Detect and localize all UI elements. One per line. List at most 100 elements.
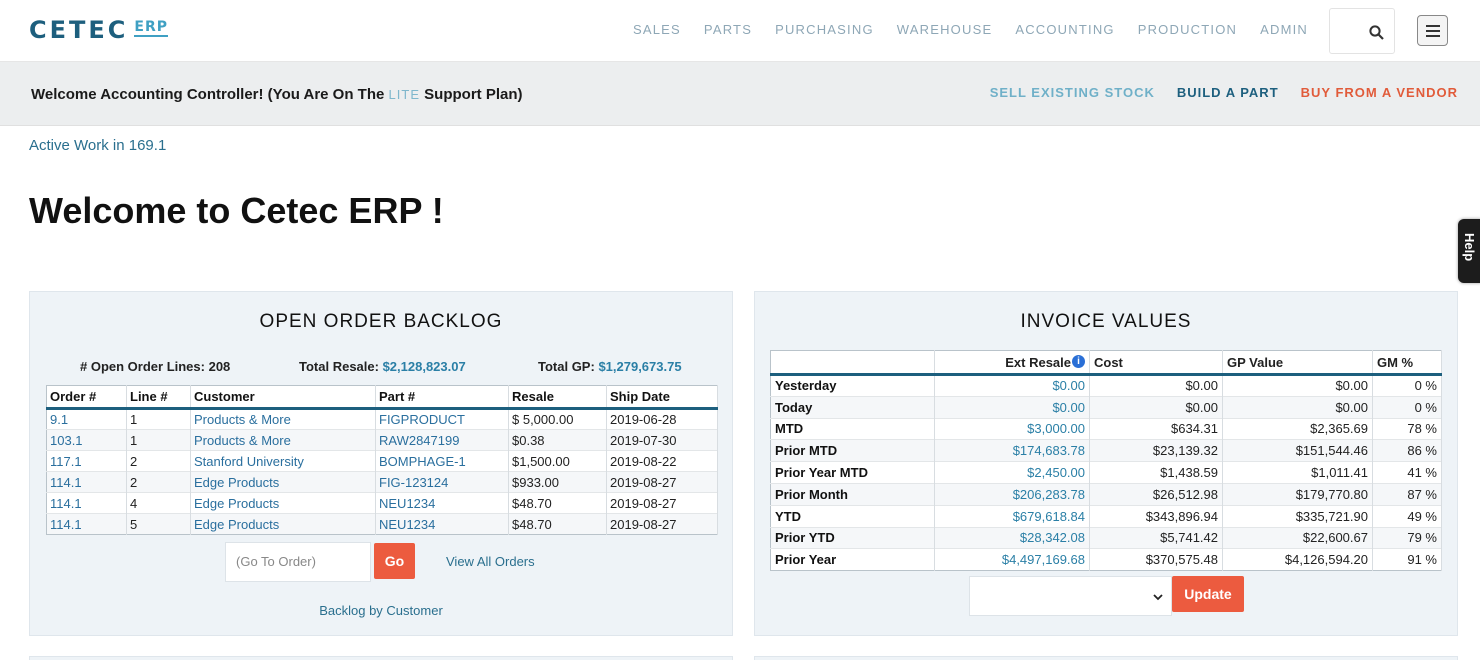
ext-resale-value[interactable]: $174,683.78 xyxy=(934,439,1090,462)
part-link[interactable]: FIGPRODUCT xyxy=(375,408,509,430)
customer-link[interactable]: Stanford University xyxy=(190,450,376,472)
ext-resale-value[interactable]: $3,000.00 xyxy=(934,417,1090,440)
hamburger-menu-icon xyxy=(1426,25,1440,27)
gp-value: $0.00 xyxy=(1222,395,1373,419)
col-resale[interactable]: Resale xyxy=(508,385,607,410)
main-nav: SALES PARTS PURCHASING WAREHOUSE ACCOUNT… xyxy=(610,21,1308,39)
table-row: 114.1 5 Edge Products NEU1234 $48.70 201… xyxy=(46,513,718,535)
welcome-bar: Welcome Accounting Controller! (You Are … xyxy=(0,62,1480,126)
cost-value: $634.31 xyxy=(1089,417,1223,440)
ext-resale-value[interactable]: $28,342.08 xyxy=(934,526,1090,549)
line-number: 1 xyxy=(126,429,191,451)
ship-date: 2019-08-22 xyxy=(606,450,718,472)
ship-date: 2019-07-30 xyxy=(606,429,718,451)
gm-pct-value: 0 % xyxy=(1372,395,1442,419)
active-work-link[interactable]: Active Work in 169.1 xyxy=(29,137,167,154)
nav-warehouse[interactable]: WAREHOUSE xyxy=(896,22,993,37)
period-label: Yesterday xyxy=(770,374,935,397)
col-part[interactable]: Part # xyxy=(375,385,509,410)
customer-link[interactable]: Edge Products xyxy=(190,513,376,535)
order-link[interactable]: 114.1 xyxy=(46,513,127,535)
order-link[interactable]: 9.1 xyxy=(46,408,127,430)
col-order[interactable]: Order # xyxy=(46,385,127,410)
cetec-logo[interactable]: CETEC ERP xyxy=(29,17,168,43)
col-line[interactable]: Line # xyxy=(126,385,191,410)
build-a-part-link[interactable]: BUILD A PART xyxy=(1176,85,1279,100)
order-link[interactable]: 103.1 xyxy=(46,429,127,451)
nav-accounting[interactable]: ACCOUNTING xyxy=(1015,22,1115,37)
ext-resale-value[interactable]: $206,283.78 xyxy=(934,482,1090,506)
help-tab[interactable]: Help xyxy=(1458,219,1480,283)
table-row: MTD $3,000.00 $634.31 $2,365.69 78 % xyxy=(770,417,1442,440)
sell-existing-stock-link[interactable]: SELL EXISTING STOCK xyxy=(989,85,1155,100)
part-link[interactable]: BOMPHAGE-1 xyxy=(375,450,509,472)
part-link[interactable]: NEU1234 xyxy=(375,513,509,535)
line-number: 4 xyxy=(126,492,191,514)
go-button[interactable]: Go xyxy=(374,543,415,579)
top-navbar: CETEC ERP SALES PARTS PURCHASING WAREHOU… xyxy=(0,0,1480,62)
customer-link[interactable]: Products & More xyxy=(190,429,376,451)
table-row: Prior Year MTD $2,450.00 $1,438.59 $1,01… xyxy=(770,461,1442,484)
col-gp-value: GP Value xyxy=(1222,350,1373,376)
menu-button[interactable] xyxy=(1417,15,1448,46)
logo-main-text: CETEC xyxy=(29,16,129,44)
nav-sales[interactable]: SALES xyxy=(633,22,681,37)
backlog-by-customer-link[interactable]: Backlog by Customer xyxy=(319,603,443,618)
ship-date: 2019-08-27 xyxy=(606,513,718,535)
period-label: Prior YTD xyxy=(770,526,935,549)
ext-resale-value[interactable]: $0.00 xyxy=(934,395,1090,419)
open-order-lines: # Open Order Lines: 208 xyxy=(80,359,231,374)
nav-purchasing[interactable]: PURCHASING xyxy=(775,22,874,37)
total-gp: Total GP: $1,279,673.75 xyxy=(538,359,682,374)
ext-resale-value[interactable]: $2,450.00 xyxy=(934,461,1090,484)
col-customer[interactable]: Customer xyxy=(190,385,376,410)
customer-link[interactable]: Edge Products xyxy=(190,492,376,514)
line-number: 5 xyxy=(126,513,191,535)
period-select[interactable] xyxy=(969,576,1172,616)
customer-link[interactable]: Edge Products xyxy=(190,471,376,493)
customer-link[interactable]: Products & More xyxy=(190,408,376,430)
gm-pct-value: 78 % xyxy=(1372,417,1442,440)
nav-parts[interactable]: PARTS xyxy=(703,22,753,37)
gm-pct-value: 86 % xyxy=(1372,439,1442,462)
ship-date: 2019-06-28 xyxy=(606,408,718,430)
cost-value: $26,512.98 xyxy=(1089,482,1223,506)
search-button[interactable] xyxy=(1329,8,1395,54)
support-plan-name[interactable]: LITE xyxy=(388,87,420,102)
cost-value: $343,896.94 xyxy=(1089,504,1223,528)
nav-production[interactable]: PRODUCTION xyxy=(1137,22,1238,37)
cost-value: $1,438.59 xyxy=(1089,461,1223,484)
view-all-orders-link[interactable]: View All Orders xyxy=(446,554,535,569)
ext-resale-value[interactable]: $679,618.84 xyxy=(934,504,1090,528)
part-link[interactable]: RAW2847199 xyxy=(375,429,509,451)
ext-resale-value[interactable]: $0.00 xyxy=(934,374,1090,397)
buy-from-vendor-link[interactable]: BUY FROM A VENDOR xyxy=(1300,85,1458,100)
order-link[interactable]: 114.1 xyxy=(46,492,127,514)
total-resale-label: Total Resale: xyxy=(299,359,379,374)
ext-resale-value[interactable]: $4,497,169.68 xyxy=(934,548,1090,571)
update-button[interactable]: Update xyxy=(1172,576,1244,612)
resale-value: $ 5,000.00 xyxy=(508,408,607,430)
order-link[interactable]: 117.1 xyxy=(46,450,127,472)
col-ext-resale: Ext Resale i xyxy=(934,350,1090,376)
gm-pct-value: 91 % xyxy=(1372,548,1442,571)
total-resale-value: $2,128,823.07 xyxy=(382,359,466,374)
cost-value: $23,139.32 xyxy=(1089,439,1223,462)
table-row: Prior YTD $28,342.08 $5,741.42 $22,600.6… xyxy=(770,526,1442,549)
table-row: Prior Year $4,497,169.68 $370,575.48 $4,… xyxy=(770,548,1442,571)
part-link[interactable]: FIG-123124 xyxy=(375,471,509,493)
order-link[interactable]: 114.1 xyxy=(46,471,127,493)
line-number: 2 xyxy=(126,450,191,472)
col-ship-date[interactable]: Ship Date xyxy=(606,385,718,410)
next-panel-left xyxy=(29,656,733,660)
gp-value: $4,126,594.20 xyxy=(1222,548,1373,571)
col-period xyxy=(770,350,935,376)
chevron-down-icon xyxy=(1153,594,1163,601)
nav-admin[interactable]: ADMIN xyxy=(1260,22,1308,37)
part-link[interactable]: NEU1234 xyxy=(375,492,509,514)
info-icon[interactable]: i xyxy=(1072,354,1085,368)
cost-value: $5,741.42 xyxy=(1089,526,1223,549)
table-header-row: Ext Resale i Cost GP Value GM % xyxy=(770,350,1442,376)
go-to-order-input[interactable]: (Go To Order) xyxy=(225,542,371,582)
resale-value: $48.70 xyxy=(508,492,607,514)
